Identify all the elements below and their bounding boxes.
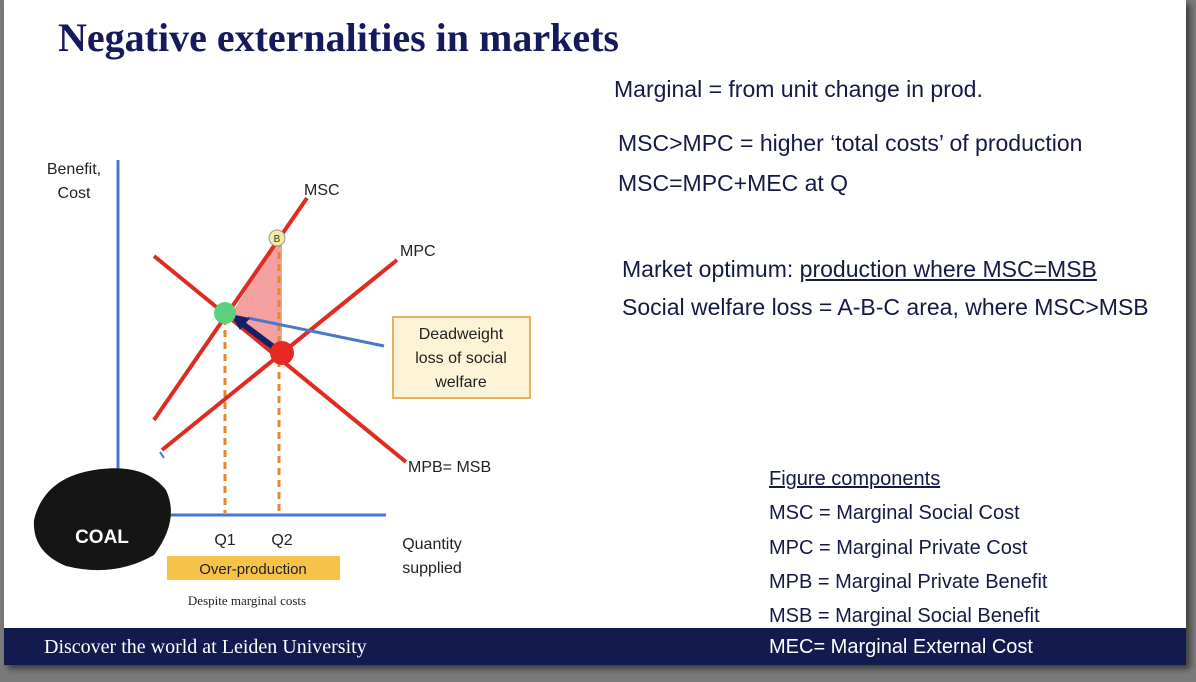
pointer: [247, 316, 385, 348]
note: Market optimum: production where MSC=MSB: [622, 256, 1097, 283]
note: MSC=MPC+MEC at Q: [618, 170, 849, 196]
component-item: MPB = Marginal Private Benefit: [769, 571, 1048, 593]
q1-label: Q1: [214, 532, 235, 549]
over-production-box: [167, 556, 340, 580]
footer-text: Discover the world at Leiden University: [44, 636, 367, 658]
component-item: MPC = Marginal Private Cost: [769, 537, 1028, 559]
diagram: B Benefit, Cost MSC MPC MPB= MSB Deadwei…: [33, 160, 531, 608]
note: Marginal = from unit change in prod.: [614, 76, 983, 102]
caption: Despite marginal costs: [188, 593, 306, 608]
note: MSC>MPC = higher ‘total costs’ of produc…: [618, 130, 1083, 156]
slide: Negative externalities in markets Margin…: [4, 0, 1186, 665]
deadweight-box: [392, 316, 531, 399]
mpc-label: MPC: [400, 243, 436, 260]
deadweight-area: [232, 240, 282, 352]
y-axis-label: Cost: [58, 185, 91, 202]
y-axis-label: Benefit,: [47, 161, 101, 178]
q2-label: Q2: [271, 532, 292, 549]
point-b: [268, 229, 286, 247]
component-item: MSB = Marginal Social Benefit: [769, 605, 1040, 627]
component-item: MEC= Marginal External Cost: [769, 636, 1033, 658]
components-heading: Figure components: [769, 468, 941, 490]
arrow-head: [230, 314, 250, 330]
deadweight-label: Deadweight: [419, 326, 504, 343]
coal-image: [33, 468, 171, 571]
axis-stub: [159, 451, 165, 459]
note-label: Market optimum:: [622, 256, 794, 282]
slide-title: Negative externalities in markets: [58, 15, 619, 60]
mpb-label: MPB= MSB: [408, 459, 491, 476]
note: Social welfare loss = A-B-C area, where …: [622, 294, 1149, 320]
footer: Discover the world at Leiden University …: [4, 628, 1186, 665]
over-production-label: Over-production: [199, 561, 307, 578]
deadweight-label: welfare: [434, 374, 487, 391]
optimum-point: [214, 302, 236, 324]
note-emphasis: production where MSC=MSB: [799, 256, 1097, 282]
deadweight-label: loss of social: [415, 350, 507, 367]
x-axis-label: supplied: [402, 560, 462, 577]
market-point: [270, 341, 294, 365]
component-item: MSC = Marginal Social Cost: [769, 502, 1020, 524]
point-b-label: B: [274, 234, 281, 245]
coal-label: COAL: [75, 527, 129, 548]
msc-label: MSC: [304, 182, 340, 199]
x-axis-label: Quantity: [402, 536, 462, 553]
